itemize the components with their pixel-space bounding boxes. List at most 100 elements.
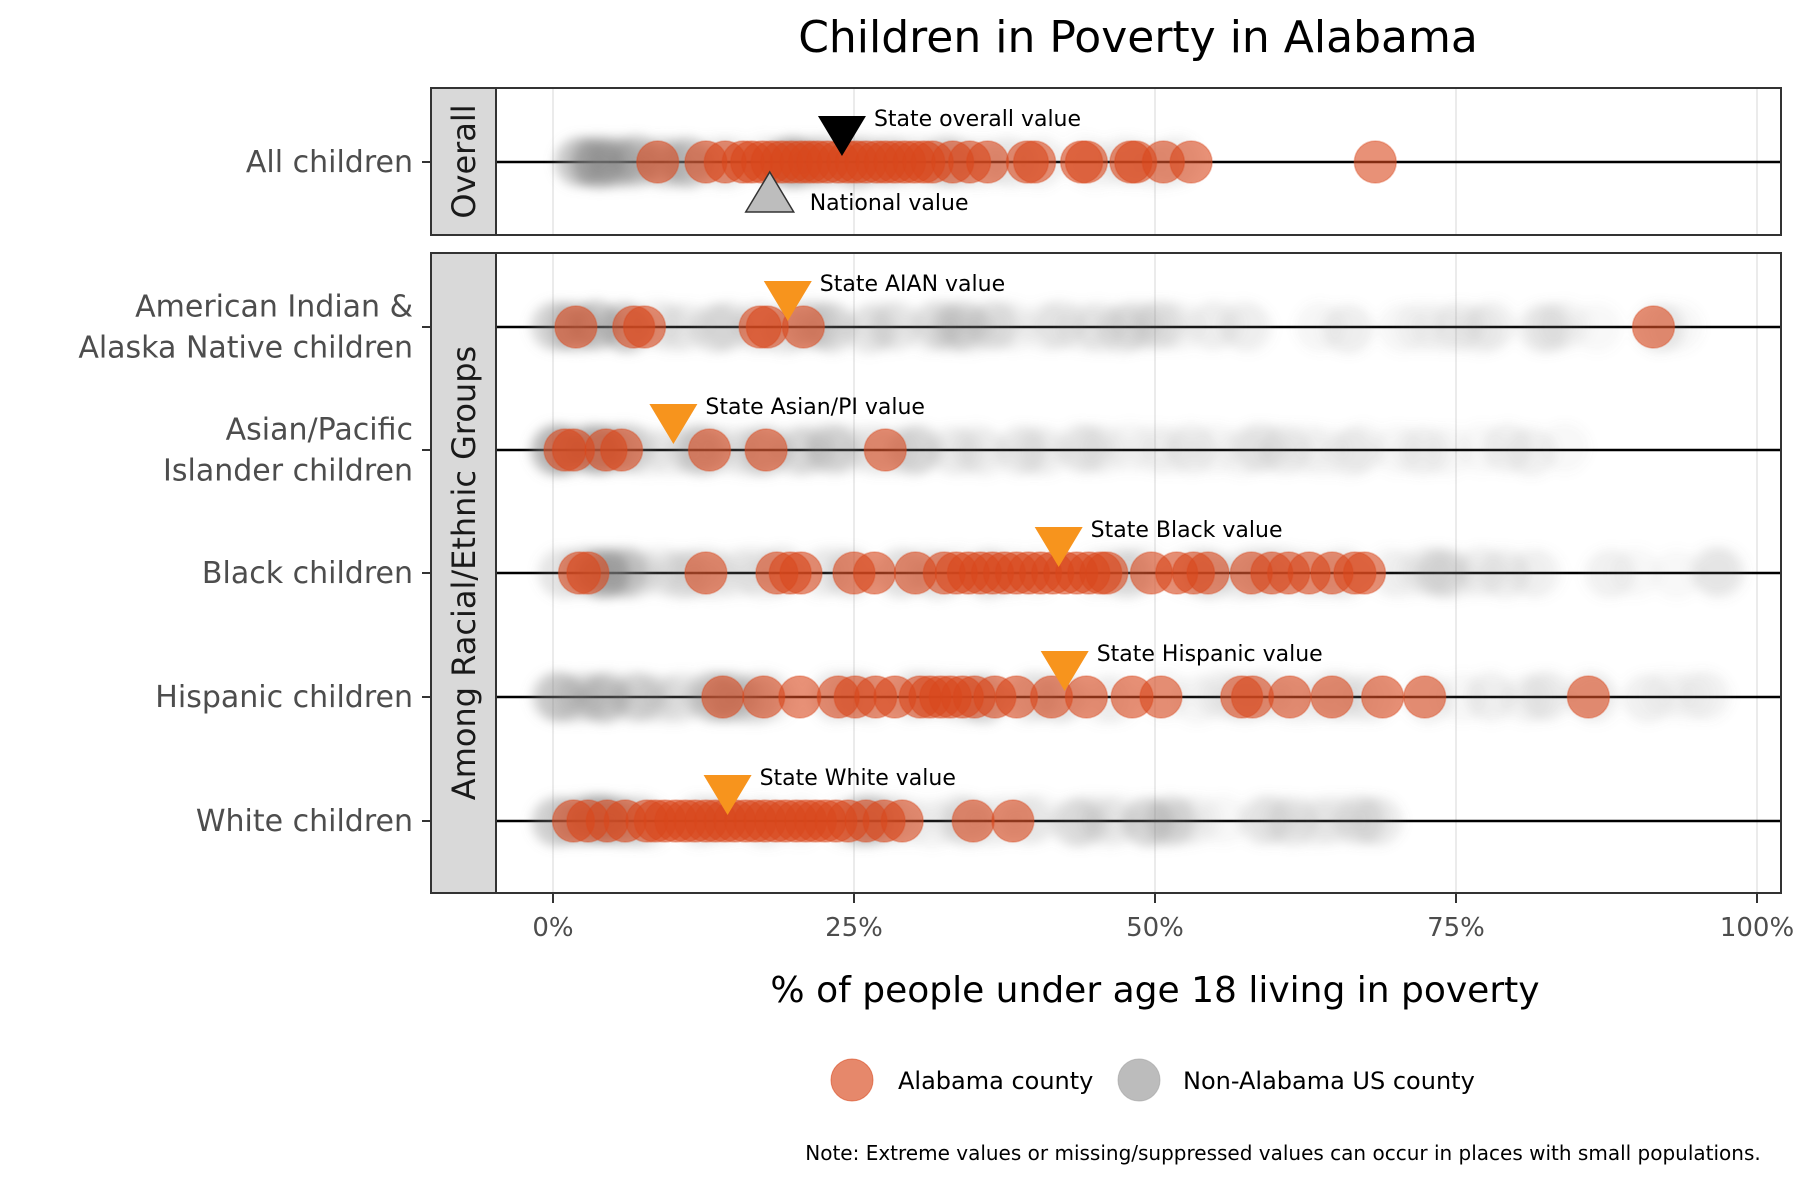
non-alabama-point [573,673,624,724]
strip-racial-label: Among Racial/Ethnic Groups [445,346,483,800]
alabama-points [554,305,1676,349]
y-label-all-children: All children [246,145,413,180]
alabama-point [1268,675,1312,719]
non-alabama-point [538,674,589,725]
alabama-point [744,428,788,472]
state-black-value-marker [1034,527,1083,567]
non-alabama-point [1525,671,1576,722]
non-alabama-point [935,426,985,477]
non-alabama-point [1651,549,1702,600]
alabama-point [1631,305,1676,349]
alabama-point [1360,675,1405,719]
alabama-point [965,140,1010,184]
non-alabama-points [528,422,1590,478]
legend: Alabama county Non-Alabama US county [830,1058,1475,1102]
alabama-points [557,551,1387,595]
non-alabama-point [1085,798,1136,849]
non-alabama-point [1147,797,1198,848]
alabama-point [778,675,822,719]
non-alabama-point [700,302,751,353]
non-alabama-point [1354,796,1405,847]
non-alabama-point [1611,547,1662,598]
legend-alabama-label: Alabama county [898,1067,1093,1095]
x-tick-label: 100% [1720,913,1794,943]
non-alabama-point [1539,422,1590,473]
non-alabama-point [1406,545,1457,596]
alabama-point [1169,140,1213,184]
non-alabama-point [1235,423,1285,474]
alabama-points [543,428,908,472]
alabama-point [1566,675,1611,719]
y-label-white-children: White children [196,804,413,839]
alabama-point [852,551,897,595]
alabama-point [635,140,680,184]
alabama-point [554,305,598,349]
x-tick-label: 0% [532,913,573,943]
non-alabama-point [1482,422,1533,473]
footnote: Note: Extreme values or missing/suppress… [805,1141,1761,1165]
y-label-asian-pacific-islander-children: Asian/Pacific Islander children [163,413,413,489]
y-axis: All children American Indian & Alaska Nati… [78,145,431,839]
non-alabama-point [1325,304,1376,355]
non-alabama-point [615,672,666,723]
alabama-point [566,551,610,595]
x-tick-label: 50% [1126,913,1184,943]
y-label-american-indian-alaska-native-children: American Indian & Alaska Native children [78,290,413,366]
legend-non-alabama-label: Non-Alabama US county [1183,1067,1475,1095]
national-value-label: National value [810,191,969,216]
alabama-point [1402,675,1447,719]
alabama-point [1186,551,1230,595]
non-alabama-point [1620,672,1671,723]
row-hispanic-children: State Hispanic value [496,642,1781,725]
state-asian-pi-value-label: State Asian/PI value [705,395,925,420]
non-alabama-point [1154,301,1205,352]
non-alabama-point [997,423,1048,474]
non-alabama-point [1463,303,1514,354]
non-alabama-points [528,299,1704,355]
state-white-value-label: State White value [760,766,956,791]
x-tick-label: 25% [825,913,883,943]
alabama-point [781,305,826,349]
rows-racial: State AIAN value State Asian/PI value Stat… [496,272,1781,849]
state-aian-value-label: State AIAN value [820,272,1005,297]
alabama-point [622,305,667,349]
alabama-point [701,675,745,719]
state-aian-value-marker [763,281,812,321]
alabama-point [1012,140,1057,184]
non-alabama-point [1393,425,1444,476]
row-black-children: State Black value [496,518,1781,601]
alabama-point [687,428,732,472]
non-alabama-point [1198,794,1249,845]
non-alabama-point [1245,794,1296,845]
alabama-point [1342,551,1387,595]
alabama-point [951,799,995,843]
strip-overall-label: Overall [445,104,483,218]
non-alabama-point [1036,299,1087,350]
y-label-black-children: Black children [202,556,413,591]
non-alabama-point [1465,669,1516,720]
alabama-point [1064,675,1109,719]
state-white-value-marker [703,775,752,815]
state-overall-value-marker [817,116,866,156]
row-all-children: State overall value National value [496,107,1781,216]
non-alabama-point [588,139,639,190]
non-alabama-point [1287,796,1338,847]
non-alabama-point [1454,547,1505,598]
non-alabama-point [1144,425,1195,476]
x-axis: 0% 25% 50% 75% 100% [532,893,1794,943]
chart-title: Children in Poverty in Alabama [798,12,1478,63]
alabama-points [551,799,1035,843]
alabama-points [701,675,1611,719]
alabama-point [1064,140,1109,184]
row-white-children: State White value [496,766,1781,849]
state-overall-value-label: State overall value [874,107,1081,132]
state-hispanic-value-label: State Hispanic value [1097,642,1323,667]
non-alabama-point [785,423,836,474]
rows-overall: State overall value National value [496,107,1781,216]
alabama-points [635,140,1398,184]
alabama-point [880,799,924,843]
x-tick-label: 75% [1427,913,1485,943]
non-alabama-point [1377,303,1428,354]
row-american-indian-alaska-native-children: State AIAN value [496,272,1781,355]
